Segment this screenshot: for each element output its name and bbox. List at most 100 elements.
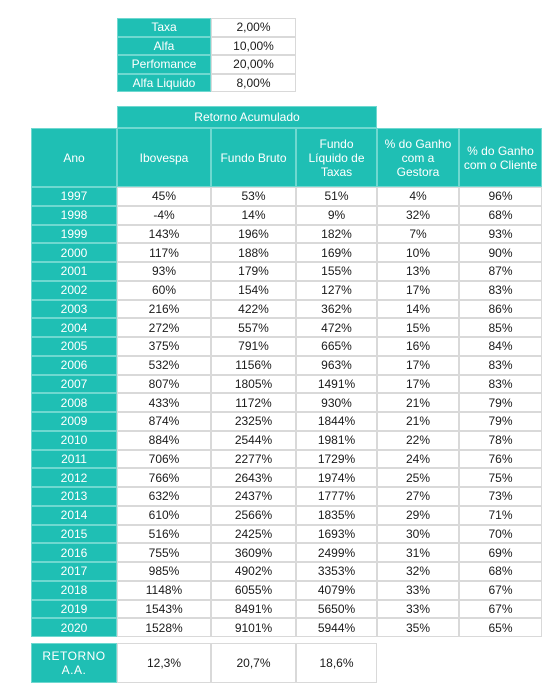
value-cell: 93% — [117, 262, 211, 281]
value-cell: 1835% — [296, 505, 377, 525]
year-cell: 2008 — [31, 393, 117, 412]
value-cell: 32% — [377, 562, 459, 581]
value-cell: 8491% — [211, 599, 296, 619]
value-cell: 22% — [377, 430, 459, 450]
param-label: Taxa — [117, 18, 211, 37]
column-header: Ano — [31, 128, 117, 187]
value-cell: 73% — [459, 487, 542, 506]
value-cell: 14% — [211, 205, 296, 225]
param-value: 8,00% — [211, 73, 296, 92]
value-cell: 362% — [296, 299, 377, 319]
value-cell: 1148% — [117, 580, 211, 600]
value-cell: 68% — [459, 562, 542, 581]
value-cell: 182% — [296, 224, 377, 244]
value-cell: 472% — [296, 318, 377, 337]
value-cell: 610% — [117, 505, 211, 525]
value-cell: 4902% — [211, 562, 296, 581]
column-header: Ibovespa — [117, 128, 211, 187]
value-cell: 67% — [459, 580, 542, 600]
year-cell: 2003 — [31, 299, 117, 319]
value-cell: 127% — [296, 280, 377, 300]
value-cell: 21% — [377, 412, 459, 431]
value-cell: 155% — [296, 262, 377, 281]
value-cell: 154% — [211, 280, 296, 300]
value-cell: 30% — [377, 524, 459, 544]
year-cell: 2007 — [31, 374, 117, 394]
value-cell: 2277% — [211, 449, 296, 469]
year-cell: 2006 — [31, 355, 117, 375]
value-cell: 68% — [459, 205, 542, 225]
value-cell: 14% — [377, 299, 459, 319]
column-header: Fundo Bruto — [211, 128, 296, 187]
value-cell: 32% — [377, 205, 459, 225]
value-cell: 85% — [459, 318, 542, 337]
value-cell: 65% — [459, 618, 542, 637]
value-cell: 1528% — [117, 618, 211, 637]
value-cell: 9% — [296, 205, 377, 225]
year-cell: 1998 — [31, 205, 117, 225]
value-cell: 807% — [117, 374, 211, 394]
group-header: Retorno Acumulado — [117, 106, 377, 128]
value-cell: 96% — [459, 187, 542, 206]
year-cell: 1999 — [31, 224, 117, 244]
year-cell: 2013 — [31, 487, 117, 506]
value-cell: 5650% — [296, 599, 377, 619]
value-cell: 83% — [459, 280, 542, 300]
value-cell: 985% — [117, 562, 211, 581]
year-cell: 2020 — [31, 618, 117, 637]
value-cell: 35% — [377, 618, 459, 637]
value-cell: 13% — [377, 262, 459, 281]
value-cell: 755% — [117, 543, 211, 562]
value-cell: 10% — [377, 243, 459, 262]
value-cell: 5944% — [296, 618, 377, 637]
value-cell: 2566% — [211, 505, 296, 525]
value-cell: 31% — [377, 543, 459, 562]
column-header: % do Ganho com o Cliente — [459, 128, 542, 187]
param-value: 20,00% — [211, 55, 296, 74]
footer-value: 18,6% — [296, 643, 377, 683]
value-cell: 2425% — [211, 524, 296, 544]
value-cell: 71% — [459, 505, 542, 525]
value-cell: 188% — [211, 243, 296, 262]
value-cell: 67% — [459, 599, 542, 619]
param-value: 2,00% — [211, 18, 296, 37]
year-cell: 2015 — [31, 524, 117, 544]
value-cell: 1974% — [296, 468, 377, 487]
value-cell: 79% — [459, 412, 542, 431]
value-cell: 9101% — [211, 618, 296, 637]
value-cell: 6055% — [211, 580, 296, 600]
value-cell: 51% — [296, 187, 377, 206]
value-cell: 2544% — [211, 430, 296, 450]
year-cell: 2001 — [31, 262, 117, 281]
value-cell: 1172% — [211, 393, 296, 412]
footer-value: 20,7% — [211, 643, 296, 683]
value-cell: 196% — [211, 224, 296, 244]
value-cell: 15% — [377, 318, 459, 337]
value-cell: 532% — [117, 355, 211, 375]
value-cell: 4079% — [296, 580, 377, 600]
value-cell: 16% — [377, 337, 459, 356]
value-cell: 83% — [459, 374, 542, 394]
value-cell: 17% — [377, 374, 459, 394]
value-cell: 2643% — [211, 468, 296, 487]
year-cell: 2012 — [31, 468, 117, 487]
value-cell: 17% — [377, 355, 459, 375]
value-cell: 21% — [377, 393, 459, 412]
value-cell: 632% — [117, 487, 211, 506]
value-cell: 272% — [117, 318, 211, 337]
value-cell: 45% — [117, 187, 211, 206]
value-cell: 557% — [211, 318, 296, 337]
value-cell: 2437% — [211, 487, 296, 506]
year-cell: 2000 — [31, 243, 117, 262]
value-cell: 69% — [459, 543, 542, 562]
value-cell: 83% — [459, 355, 542, 375]
value-cell: 143% — [117, 224, 211, 244]
footer-label: RETORNO A.A. — [31, 643, 117, 683]
year-cell: 2010 — [31, 430, 117, 450]
value-cell: 179% — [211, 262, 296, 281]
value-cell: 884% — [117, 430, 211, 450]
year-cell: 2009 — [31, 412, 117, 431]
param-label: Alfa — [117, 36, 211, 55]
column-header: Fundo Líquido de Taxas — [296, 128, 377, 187]
param-label: Alfa Liquido — [117, 73, 211, 92]
